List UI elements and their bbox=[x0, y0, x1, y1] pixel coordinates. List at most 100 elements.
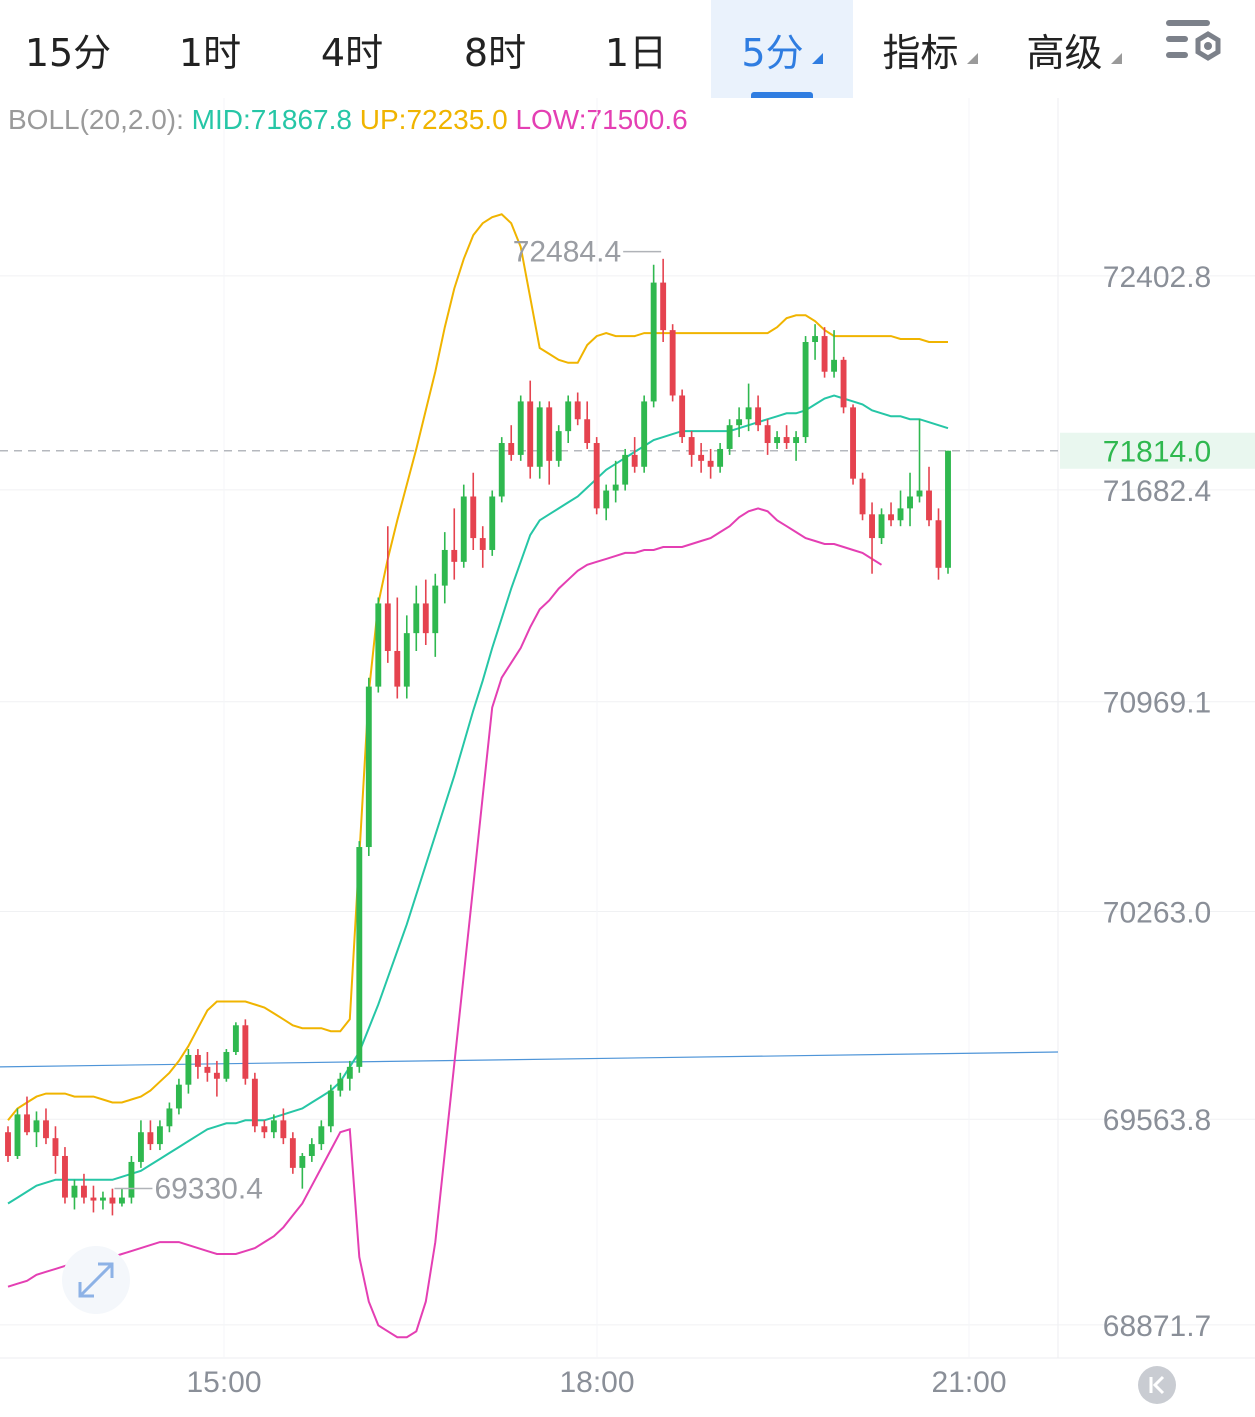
candle-body bbox=[280, 1120, 287, 1139]
boll-low: LOW:71500.6 bbox=[515, 104, 688, 135]
candle-body bbox=[783, 437, 790, 444]
boll-mid-band bbox=[7, 394, 949, 1205]
candle-body bbox=[479, 538, 486, 550]
candle-body bbox=[698, 454, 705, 461]
candle-body bbox=[5, 1132, 11, 1156]
candle-body bbox=[821, 336, 828, 372]
candle-body bbox=[631, 454, 638, 467]
candle-body bbox=[175, 1084, 182, 1109]
candle-body bbox=[403, 633, 410, 687]
candle-body bbox=[498, 443, 505, 497]
candle-body bbox=[24, 1114, 30, 1133]
candle-body bbox=[517, 401, 524, 455]
candle-body bbox=[688, 437, 695, 455]
candle-body bbox=[831, 359, 838, 372]
candle-body bbox=[137, 1132, 144, 1162]
candle-body bbox=[43, 1120, 49, 1139]
y-tick-label: 69563.8 bbox=[1103, 1104, 1211, 1137]
current-price-tag bbox=[1060, 432, 1255, 469]
candle-body bbox=[660, 282, 667, 331]
candle-body bbox=[413, 603, 420, 634]
candle-body bbox=[584, 419, 591, 444]
candle-body bbox=[100, 1197, 106, 1201]
tab-6[interactable]: 5分 bbox=[711, 0, 853, 98]
tab-label: 高级 bbox=[1026, 30, 1103, 75]
boll-label: BOLL(20,2.0): bbox=[8, 104, 184, 135]
x-tick-label: 18:00 bbox=[559, 1366, 634, 1399]
candle-body bbox=[736, 419, 743, 426]
candle-body bbox=[270, 1120, 277, 1133]
candle-body bbox=[717, 448, 724, 467]
candle-body bbox=[308, 1144, 315, 1156]
candle-body bbox=[774, 437, 781, 444]
candle-body bbox=[878, 514, 885, 539]
tab-7[interactable]: 指标 bbox=[865, 0, 995, 98]
candle-body bbox=[261, 1126, 268, 1133]
settings-icon bbox=[1166, 20, 1221, 61]
candle-body bbox=[669, 330, 676, 396]
scroll-to-latest-button[interactable] bbox=[1138, 1366, 1176, 1404]
candle-body bbox=[384, 603, 391, 651]
candle-body bbox=[460, 496, 467, 562]
candle-body bbox=[204, 1066, 211, 1073]
candle-body bbox=[128, 1161, 135, 1198]
tab-label: 8时 bbox=[463, 30, 527, 75]
candle-body bbox=[764, 425, 771, 444]
candle-body bbox=[346, 1066, 353, 1079]
candle-body bbox=[907, 496, 913, 509]
tab-label: 15分 bbox=[24, 30, 112, 75]
y-tick-label: 72402.8 bbox=[1103, 261, 1211, 294]
candle-body bbox=[850, 407, 856, 479]
candle-body bbox=[897, 508, 904, 521]
boll-legend: BOLL(20,2.0): MID:71867.8 UP:72235.0 LOW… bbox=[8, 104, 688, 136]
candle-body bbox=[327, 1090, 334, 1127]
candle-body bbox=[859, 478, 866, 515]
candle-body bbox=[812, 336, 819, 343]
candle-body bbox=[52, 1138, 59, 1156]
candle-body bbox=[745, 407, 752, 420]
tab-1[interactable]: 15分 bbox=[3, 0, 133, 98]
timeframe-tabs: 15分 1时 4时 8时 1日 5分 指标 高级 bbox=[0, 0, 1255, 98]
candle-body bbox=[422, 603, 429, 634]
candle-body bbox=[707, 460, 714, 467]
candle-body bbox=[71, 1185, 78, 1198]
candle-body bbox=[916, 490, 923, 497]
min-price-annotation: 69330.4 bbox=[154, 1173, 262, 1206]
candle-body bbox=[318, 1126, 325, 1145]
fullscreen-button[interactable] bbox=[62, 1246, 130, 1314]
candle-body bbox=[888, 514, 894, 521]
boll-upper-band bbox=[7, 213, 948, 1121]
tab-8[interactable]: 高级 bbox=[1009, 0, 1139, 98]
chart-settings-button[interactable] bbox=[1160, 14, 1230, 74]
candle-body bbox=[489, 496, 496, 550]
candle-body bbox=[726, 425, 733, 449]
candle-body bbox=[33, 1120, 40, 1133]
candle-body bbox=[536, 407, 543, 467]
tab-label: 1日 bbox=[604, 30, 668, 75]
tab-3[interactable]: 4时 bbox=[287, 0, 417, 98]
candle-body bbox=[565, 401, 572, 432]
candle-body bbox=[156, 1126, 163, 1145]
candle-body bbox=[185, 1054, 192, 1085]
candle-body bbox=[81, 1185, 87, 1198]
candle-body bbox=[612, 484, 619, 491]
tab-2[interactable]: 1时 bbox=[145, 0, 275, 98]
boll-mid: MID:71867.8 bbox=[191, 104, 352, 135]
candle-body bbox=[251, 1078, 258, 1127]
y-tick-label: 70969.1 bbox=[1103, 687, 1211, 720]
trend-line bbox=[0, 1051, 1059, 1068]
x-tick-label: 15:00 bbox=[186, 1366, 261, 1399]
candle-body bbox=[926, 490, 932, 521]
candle-body bbox=[574, 401, 581, 420]
candle-body bbox=[14, 1114, 21, 1156]
tab-5[interactable]: 1日 bbox=[571, 0, 701, 98]
candle-body bbox=[441, 549, 448, 586]
candle-body bbox=[935, 520, 942, 568]
expand-icon bbox=[78, 1262, 114, 1298]
y-tick-label: 70263.0 bbox=[1103, 896, 1211, 929]
tab-4[interactable]: 8时 bbox=[430, 0, 560, 98]
candle-body bbox=[62, 1155, 68, 1198]
candle-body bbox=[451, 549, 458, 562]
candle-body bbox=[166, 1108, 173, 1127]
